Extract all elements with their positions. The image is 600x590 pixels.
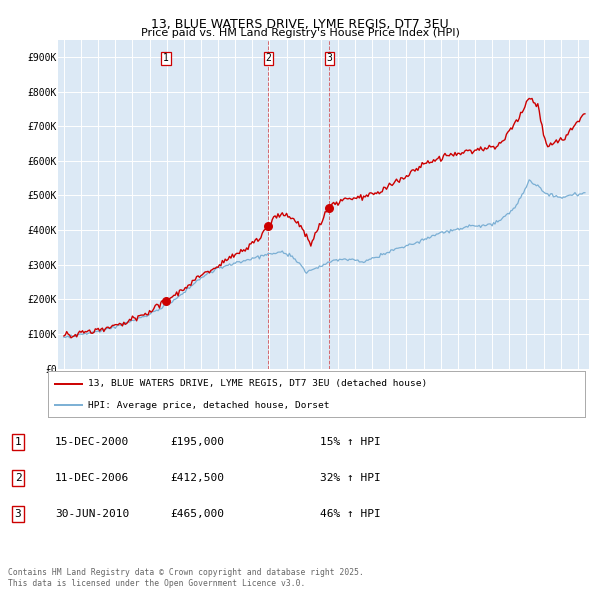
Text: £195,000: £195,000 bbox=[170, 437, 224, 447]
Text: £465,000: £465,000 bbox=[170, 509, 224, 519]
Text: HPI: Average price, detached house, Dorset: HPI: Average price, detached house, Dors… bbox=[88, 401, 330, 409]
Text: 2: 2 bbox=[14, 473, 22, 483]
Text: 15-DEC-2000: 15-DEC-2000 bbox=[55, 437, 129, 447]
Text: 46% ↑ HPI: 46% ↑ HPI bbox=[320, 509, 381, 519]
Text: Price paid vs. HM Land Registry's House Price Index (HPI): Price paid vs. HM Land Registry's House … bbox=[140, 28, 460, 38]
Text: 15% ↑ HPI: 15% ↑ HPI bbox=[320, 437, 381, 447]
Point bbox=[325, 203, 334, 212]
Point bbox=[263, 221, 273, 231]
Text: 30-JUN-2010: 30-JUN-2010 bbox=[55, 509, 129, 519]
Text: 1: 1 bbox=[163, 53, 169, 63]
Text: 13, BLUE WATERS DRIVE, LYME REGIS, DT7 3EU: 13, BLUE WATERS DRIVE, LYME REGIS, DT7 3… bbox=[151, 18, 449, 31]
Text: 1: 1 bbox=[14, 437, 22, 447]
Text: 13, BLUE WATERS DRIVE, LYME REGIS, DT7 3EU (detached house): 13, BLUE WATERS DRIVE, LYME REGIS, DT7 3… bbox=[88, 379, 428, 388]
Text: 32% ↑ HPI: 32% ↑ HPI bbox=[320, 473, 381, 483]
Text: 11-DEC-2006: 11-DEC-2006 bbox=[55, 473, 129, 483]
Text: £412,500: £412,500 bbox=[170, 473, 224, 483]
Text: 3: 3 bbox=[326, 53, 332, 63]
Point bbox=[161, 296, 171, 306]
Text: Contains HM Land Registry data © Crown copyright and database right 2025.
This d: Contains HM Land Registry data © Crown c… bbox=[8, 568, 364, 588]
Text: 2: 2 bbox=[266, 53, 271, 63]
Text: 3: 3 bbox=[14, 509, 22, 519]
